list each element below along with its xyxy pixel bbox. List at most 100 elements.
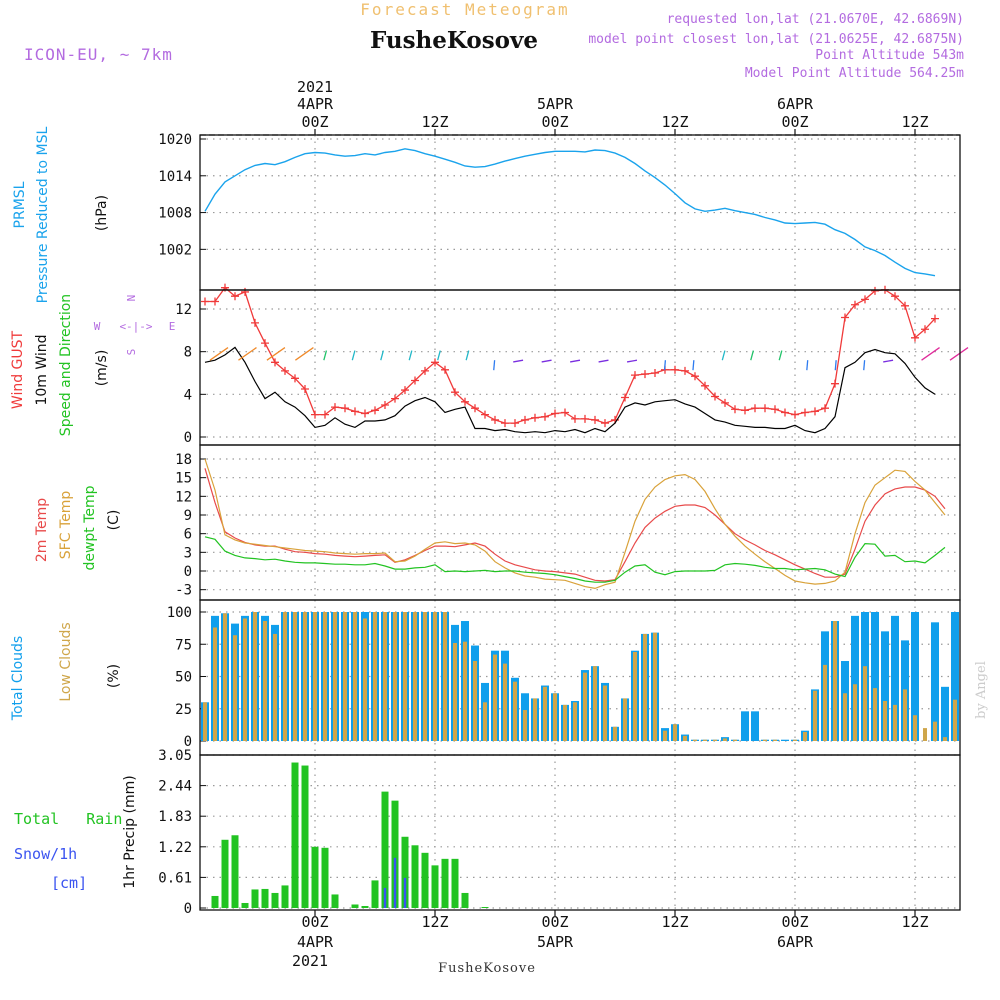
y-tick-label: 0	[184, 734, 192, 750]
y-tick-label: 4	[184, 387, 192, 403]
pressure-unit: (hPa)	[94, 195, 110, 231]
low-cloud-bar	[443, 612, 447, 741]
total-cloud-bar	[851, 615, 859, 741]
panel-frame	[199, 444, 961, 601]
x-tick-bottom-time: 12Z	[661, 913, 688, 931]
pressure-line	[204, 148, 936, 277]
low-cloud-bar	[603, 685, 607, 741]
low-cloud-bar	[543, 686, 547, 741]
y-tick-label: 0	[184, 564, 192, 580]
wind-direction-arrow	[834, 360, 837, 371]
rain-bar	[451, 858, 459, 908]
low-clouds-label: Low Clouds	[58, 622, 74, 701]
rain-bar	[231, 835, 239, 908]
rain-bar	[481, 906, 489, 908]
gust-marker	[341, 404, 349, 413]
low-cloud-bar	[803, 731, 807, 741]
gust-marker	[771, 405, 779, 414]
gust-marker	[701, 381, 709, 390]
rain-bar	[441, 858, 449, 908]
x-tick-bottom-date: 6APR	[777, 933, 814, 951]
x-tick-top-time: 00Z	[781, 113, 808, 131]
closest-point: model point closest lon,lat (21.0625E, 4…	[588, 32, 964, 47]
wind-direction-arrow	[266, 347, 286, 361]
x-tick-bottom-time: 12Z	[421, 913, 448, 931]
x-tick-bottom-time: 12Z	[901, 913, 928, 931]
compass-glyph: <-|->	[119, 320, 152, 333]
rain-bar	[351, 904, 359, 908]
wind-direction-arrow	[295, 347, 314, 361]
y-tick-label: 15	[175, 471, 192, 487]
wind-direction-arrow	[351, 350, 356, 361]
low-cloud-bar	[303, 612, 307, 741]
y-tick-label: 1002	[158, 242, 192, 258]
snow-bar	[393, 857, 397, 908]
y-tick-label: 75	[175, 637, 192, 653]
low-cloud-bar	[733, 739, 737, 741]
wind-direction-arrow	[541, 359, 552, 363]
point-altitude: Point Altitude 543m	[815, 48, 964, 63]
wind-direction-arrow	[513, 359, 524, 363]
low-cloud-bar	[763, 739, 767, 741]
low-cloud-bar	[373, 612, 377, 741]
compass-south: S	[125, 349, 138, 356]
low-cloud-bar	[663, 730, 667, 741]
gust-marker	[581, 414, 589, 423]
temp-sfc-label: SFC Temp	[58, 491, 74, 560]
compass-west: W	[94, 320, 101, 333]
total-cloud-bar	[871, 612, 879, 741]
gust-marker	[871, 286, 879, 295]
gust-marker	[301, 385, 309, 393]
panel-frame	[199, 134, 961, 291]
temp-2m-label: 2m Temp	[34, 498, 50, 562]
low-cloud-bar	[323, 612, 327, 741]
total-cloud-bar	[941, 686, 949, 741]
wind-direction-arrow	[493, 360, 496, 371]
gust-marker	[561, 408, 569, 417]
low-cloud-bar	[923, 728, 927, 741]
rain-bar	[321, 847, 329, 908]
gust-marker	[551, 409, 559, 418]
snow-bar	[403, 877, 407, 908]
snow-label: Snow/1h	[14, 845, 77, 863]
x-tick-bottom-time: 00Z	[781, 913, 808, 931]
wind-unit: (m/s)	[94, 350, 110, 387]
wind-10m-label: 10m Wind	[34, 334, 50, 405]
gust-marker	[441, 365, 449, 374]
rain-bar	[311, 846, 319, 908]
gust-marker	[401, 386, 409, 395]
y-tick-label: 1008	[158, 206, 192, 222]
rain-bar	[221, 839, 229, 908]
total-cloud-bar	[911, 612, 919, 741]
gust-marker	[311, 410, 319, 419]
low-cloud-bar	[503, 663, 507, 741]
y-tick-label: 3	[184, 545, 192, 561]
x-tick-top-time: 12Z	[421, 113, 448, 131]
low-cloud-bar	[523, 710, 527, 741]
low-cloud-bar	[693, 739, 697, 741]
y-tick-label: 12	[175, 302, 192, 318]
low-cloud-bar	[723, 738, 727, 741]
model-label: ICON-EU, ~ 7km	[24, 45, 173, 64]
temp-dewpt-label: dewpt Temp	[82, 485, 98, 570]
low-cloud-bar	[513, 681, 517, 741]
low-cloud-bar	[553, 693, 557, 741]
plots-layer: 1002 1008 1014 1020 0 4 8 12 -3 0 3 6 9 12 15 18 0 25 50 75…	[158, 95, 969, 951]
sfc-temp-line	[204, 458, 946, 590]
gust-marker	[591, 415, 599, 424]
low-cloud-bar	[823, 664, 827, 741]
gust-marker	[601, 419, 609, 428]
x-tick-bottom-date: 5APR	[537, 933, 574, 951]
gust-marker	[491, 415, 499, 424]
gust-marker	[451, 388, 459, 397]
low-cloud-bar	[623, 698, 627, 741]
rain-bar	[271, 892, 279, 908]
gust-marker	[571, 414, 579, 423]
low-cloud-bar	[473, 661, 477, 741]
total-cloud-bar	[891, 615, 899, 741]
gust-marker	[621, 393, 629, 402]
gust-marker	[861, 295, 869, 304]
low-cloud-bar	[343, 612, 347, 741]
low-cloud-bar	[263, 621, 267, 741]
